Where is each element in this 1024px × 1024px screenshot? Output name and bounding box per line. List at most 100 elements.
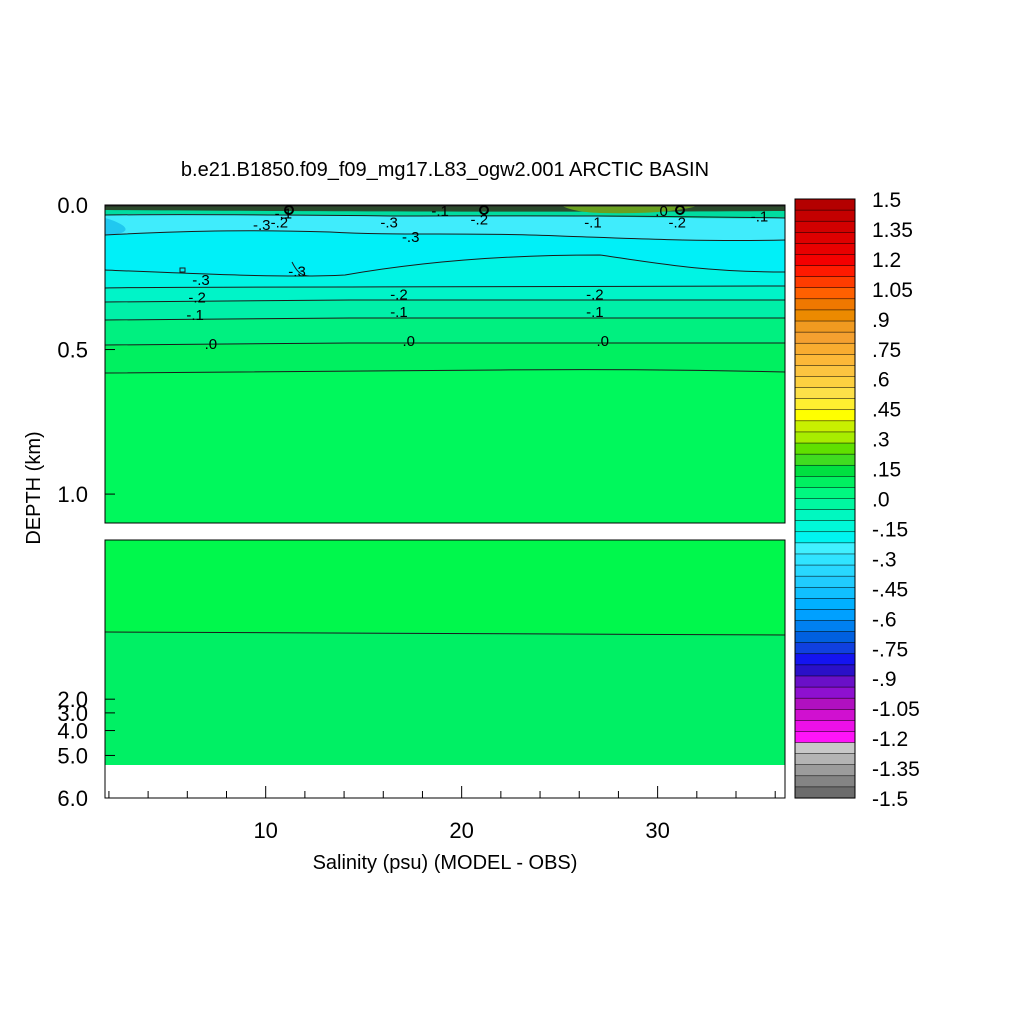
colorbar-swatch (794, 320, 856, 333)
colorbar-frame (794, 198, 856, 799)
contour-label: .0 (655, 203, 668, 220)
contour-label: -.2 (271, 214, 289, 231)
colorbar-swatch (794, 398, 856, 411)
contour-label: -.2 (471, 211, 489, 228)
colorbar-swatch (794, 731, 856, 744)
chart-title: b.e21.B1850.f09_f09_mg17.L83_ogw2.001 AR… (181, 159, 709, 181)
colorbar-swatch (794, 331, 856, 344)
x-tick-label: 20 (449, 818, 473, 843)
colorbar-swatch (794, 753, 856, 766)
colorbar-label: -1.05 (872, 698, 920, 721)
colorbar: 1.5 1.35 1.2 1.05 .9 .75 .6 .45 .3 .15 .0 -.15 -.3 -.… (794, 189, 920, 811)
colorbar-label: -.9 (872, 668, 897, 691)
colorbar-swatch (794, 354, 856, 366)
colorbar-swatch (794, 509, 856, 522)
contour-label: -.1 (584, 214, 602, 231)
colorbar-swatch (794, 232, 856, 244)
colorbar-swatch (794, 642, 856, 655)
contour-label: -.2 (586, 287, 604, 304)
colorbar-label: 1.5 (872, 189, 901, 212)
colorbar-swatch (794, 431, 856, 444)
y-tick-label: 0.5 (57, 338, 88, 363)
y-tick-label: 4.0 (57, 719, 88, 744)
colorbar-swatch (794, 209, 856, 222)
colorbar-swatch (794, 442, 856, 455)
colorbar-swatch (794, 198, 856, 211)
colorbar-swatch (794, 498, 856, 511)
contour-label: -.3 (402, 229, 420, 246)
colorbar-label: .45 (872, 399, 901, 422)
contour-label: -.1 (431, 203, 449, 220)
y-axis-label: DEPTH (km) (23, 431, 45, 544)
y-tick-label: 1.0 (57, 482, 88, 507)
colorbar-swatch (794, 542, 856, 555)
contour-label: -.1 (751, 209, 769, 226)
colorbar-swatch (794, 697, 856, 710)
y-tick-label: 2.0 (57, 687, 88, 712)
colorbar-swatch (794, 453, 856, 466)
contour-labels: -.1-.2-.3 -.3-.3-.1-.2 -.1 -.2 -.1.0-.3-.3-.… (186, 203, 768, 353)
colorbar-swatch (794, 376, 856, 389)
upper-panel: -.1-.2-.3 -.3-.3-.1-.2 -.1 -.2 -.1.0-.3-.3-.… (104, 203, 786, 524)
colorbar-swatch (794, 586, 856, 599)
colorbar-swatch (794, 686, 856, 699)
contour-label: -.3 (192, 272, 210, 289)
contour-label: -.1 (275, 206, 293, 223)
upper-panel-frame (104, 204, 786, 524)
colorbar-swatch (794, 287, 856, 300)
contour-label: -.3 (253, 217, 271, 234)
lower-panel-frame (104, 539, 786, 799)
colorbar-label: -1.2 (872, 728, 908, 751)
contour-label: -.3 (288, 263, 306, 280)
colorbar-swatch (794, 387, 856, 400)
colorbar-label: 1.35 (872, 219, 913, 242)
lower-panel (104, 539, 786, 799)
colorbar-swatch (794, 487, 856, 500)
colorbar-label: -.75 (872, 638, 908, 661)
colorbar-swatch (794, 709, 856, 721)
colorbar-swatch (794, 564, 856, 577)
contour-label: .0 (402, 333, 415, 350)
contour-label: -.1 (186, 307, 204, 324)
colorbar-swatch (794, 553, 856, 566)
colorbar-label: -1.35 (872, 758, 920, 781)
colorbar-label: -.3 (872, 548, 897, 571)
colorbar-label: -1.5 (872, 788, 908, 811)
colorbar-swatch (794, 609, 856, 622)
colorbar-label: -.45 (872, 578, 908, 601)
colorbar-swatch (794, 309, 856, 322)
colorbar-swatch (794, 775, 856, 788)
colorbar-swatch (794, 243, 856, 256)
colorbar-swatch (794, 531, 856, 544)
colorbar-swatch (794, 365, 856, 378)
colorbar-label: -.6 (872, 608, 897, 631)
colorbar-label: .6 (872, 369, 890, 392)
upper-panel-fill (105, 205, 785, 523)
contour-label: -.2 (390, 287, 408, 304)
colorbar-swatch (794, 575, 856, 588)
contour-label: -.3 (380, 214, 398, 231)
colorbar-label: .3 (872, 429, 890, 452)
x-axis-label: Salinity (psu) (MODEL - OBS) (313, 852, 578, 874)
colorbar-label: .9 (872, 309, 890, 332)
colorbar-swatch (794, 598, 856, 610)
y-tick-label: 6.0 (57, 786, 88, 811)
colorbar-label: 1.05 (872, 279, 913, 302)
contour-label: -.2 (188, 290, 206, 307)
colorbar-swatch (794, 675, 856, 688)
colorbar-swatch (794, 786, 856, 799)
colorbar-swatch (794, 476, 856, 488)
colorbar-label: -.15 (872, 518, 908, 541)
colorbar-swatch (794, 254, 856, 267)
colorbar-swatch (794, 742, 856, 755)
colorbar-swatch (794, 620, 856, 633)
x-tick-label: 30 (645, 818, 669, 843)
y-tick-label: 3.0 (57, 701, 88, 726)
axes: 0.0 0.5 1.0 2.03.04.05.0 6.0 10 20 30 (57, 193, 776, 843)
colorbar-label: 1.2 (872, 249, 901, 272)
contour-label: .0 (596, 333, 609, 350)
colorbar-swatch (794, 664, 856, 677)
colorbar-swatch (794, 720, 856, 732)
colorbar-label: .0 (872, 489, 890, 512)
